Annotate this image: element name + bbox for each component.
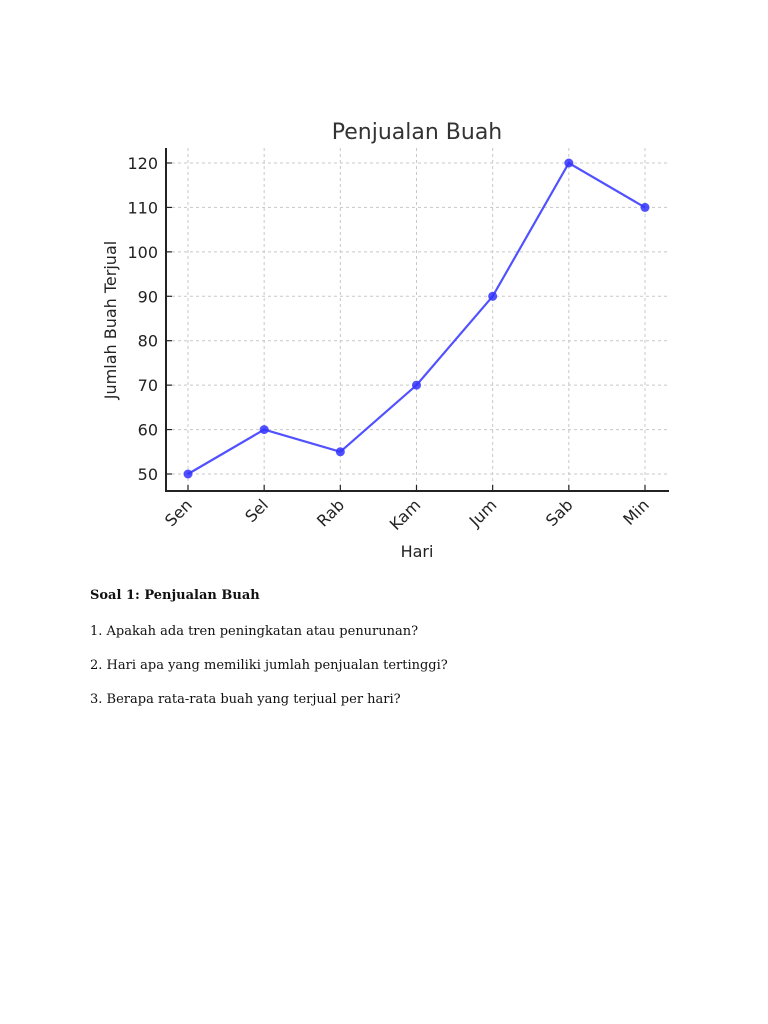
y-tick-label: 50: [138, 465, 158, 484]
y-tick-label: 80: [138, 332, 158, 351]
x-tick-label: Min: [619, 495, 653, 529]
y-tick-label: 110: [127, 198, 158, 217]
data-point-marker: [183, 469, 193, 479]
question-2: 2. Hari apa yang memiliki jumlah penjual…: [90, 658, 448, 673]
data-point-marker: [259, 425, 269, 435]
x-axis-label: Hari: [401, 542, 434, 561]
data-point-marker: [640, 202, 650, 212]
x-tick-label: Rab: [313, 495, 348, 530]
data-point-marker: [564, 158, 574, 168]
y-tick-label: 70: [138, 376, 158, 395]
y-tick-label: 60: [138, 421, 158, 440]
data-point-marker: [335, 447, 345, 457]
data-point-marker: [488, 291, 498, 301]
question-3: 3. Berapa rata-rata buah yang terjual pe…: [90, 692, 401, 707]
y-axis-label: Jumlah Buah Terjual: [101, 241, 120, 400]
section-heading: Soal 1: Penjualan Buah: [90, 588, 260, 603]
x-tick-label: Sel: [241, 495, 272, 526]
data-point-marker: [412, 380, 421, 390]
data-series: [183, 158, 650, 479]
x-tick-label: Kam: [386, 495, 425, 534]
y-tick-label: 100: [127, 243, 158, 262]
chart-grid: [166, 148, 669, 491]
x-tick-label: Jum: [465, 495, 501, 531]
x-tick-label: Sen: [161, 495, 196, 530]
chart-title: Penjualan Buah: [332, 120, 503, 145]
y-axis-ticks: 50 60 70 80 90 100 110 120: [127, 154, 172, 484]
x-tick-label: Sab: [542, 495, 577, 530]
x-axis-ticks: Sen Sel Rab Kam Jum Sab Min: [161, 485, 653, 534]
question-1: 1. Apakah ada tren peningkatan atau penu…: [90, 624, 419, 639]
y-tick-label: 90: [138, 287, 158, 306]
y-tick-label: 120: [127, 154, 158, 173]
line-chart: Penjualan Buah Jumlah Buah Terjual Hari …: [101, 120, 669, 561]
